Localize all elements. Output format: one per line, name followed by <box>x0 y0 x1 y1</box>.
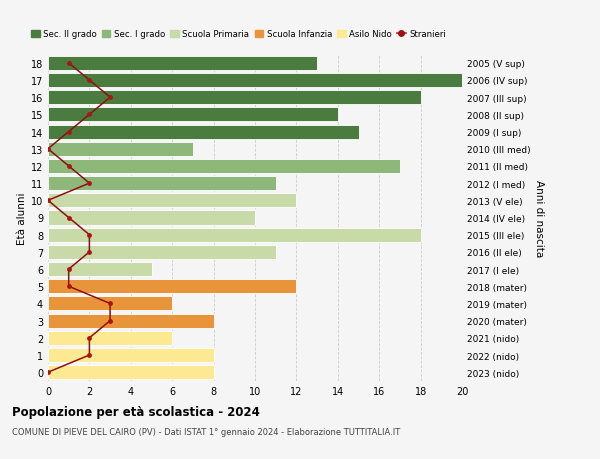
Bar <box>48 297 172 311</box>
Bar <box>48 74 462 88</box>
Bar <box>48 348 214 362</box>
Bar <box>48 245 276 259</box>
Bar <box>48 280 296 294</box>
Bar <box>48 314 214 328</box>
Bar <box>48 125 359 139</box>
Bar <box>48 160 400 174</box>
Bar <box>48 194 296 208</box>
Bar <box>48 108 338 122</box>
Text: COMUNE DI PIEVE DEL CAIRO (PV) - Dati ISTAT 1° gennaio 2024 - Elaborazione TUTTI: COMUNE DI PIEVE DEL CAIRO (PV) - Dati IS… <box>12 427 400 436</box>
Bar <box>48 331 172 345</box>
Bar <box>48 263 151 276</box>
Bar <box>48 177 276 191</box>
Bar <box>48 56 317 71</box>
Y-axis label: Età alunni: Età alunni <box>17 192 26 244</box>
Bar <box>48 365 214 380</box>
Bar <box>48 228 421 242</box>
Legend: Sec. II grado, Sec. I grado, Scuola Primaria, Scuola Infanzia, Asilo Nido, Stran: Sec. II grado, Sec. I grado, Scuola Prim… <box>28 27 449 43</box>
Bar <box>48 142 193 157</box>
Text: Popolazione per età scolastica - 2024: Popolazione per età scolastica - 2024 <box>12 405 260 419</box>
Bar <box>48 91 421 105</box>
Bar <box>48 211 255 225</box>
Y-axis label: Anni di nascita: Anni di nascita <box>535 179 544 257</box>
